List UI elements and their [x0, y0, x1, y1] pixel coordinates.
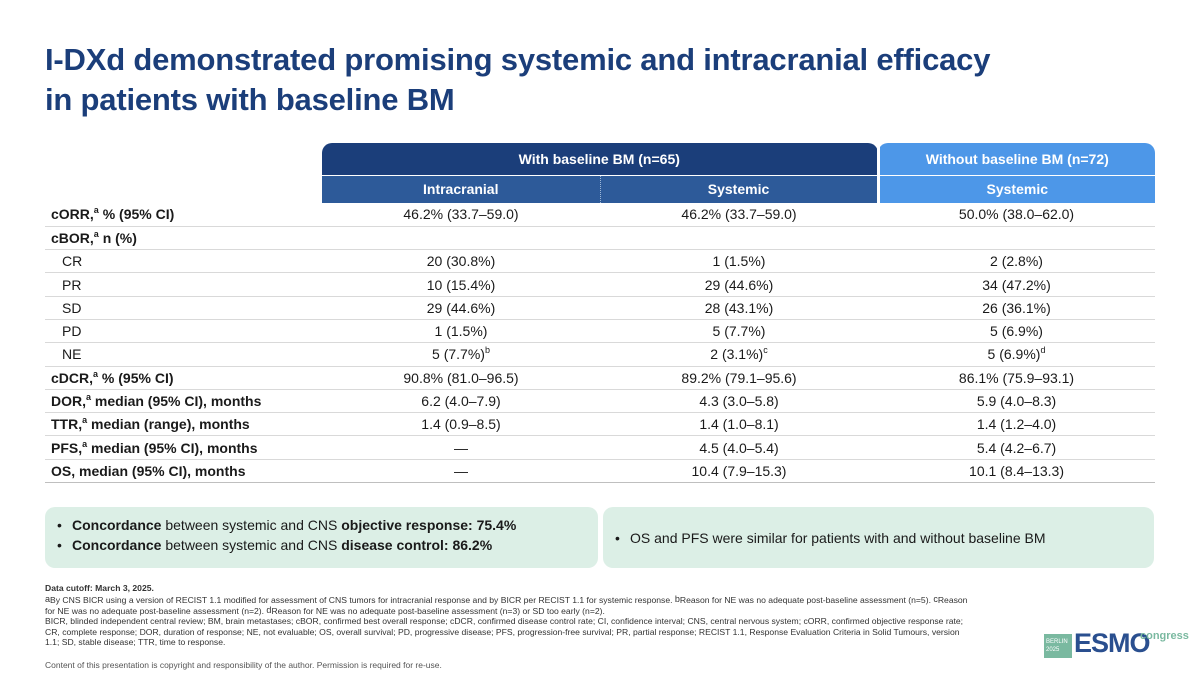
row-label: OS, median (95% CI), months [45, 459, 322, 484]
table-row: NE 5 (7.7%)b 2 (3.1%)c 5 (6.9%)d [45, 342, 1156, 367]
cell-intracranial: 1.4 (0.9–8.5) [322, 412, 600, 437]
bullet-item: • Concordance between systemic and CNS o… [57, 515, 598, 535]
title-line-2: in patients with baseline BM [45, 82, 455, 117]
cell-intracranial: — [322, 459, 600, 484]
subheader-systemic-with: Systemic [600, 174, 879, 203]
table-row: SD 29 (44.6%) 28 (43.1%) 26 (36.1%) [45, 296, 1156, 320]
cell-systemic-with: 10.4 (7.9–15.3) [600, 459, 879, 484]
cell-intracranial: — [322, 435, 600, 460]
bullet-dot: • [57, 517, 62, 533]
row-label: SD [45, 296, 322, 320]
cell-systemic-without: 10.1 (8.4–13.3) [878, 459, 1156, 484]
footnote-letters: aBy CNS BICR using a version of RECIST 1… [45, 594, 968, 616]
title-line-1: I-DXd demonstrated promising systemic an… [45, 42, 991, 77]
cell-systemic-with: 29 (44.6%) [600, 272, 879, 297]
row-label: cDCR,a % (95% CI) [45, 366, 322, 390]
cell-intracranial: 6.2 (4.0–7.9) [322, 389, 600, 414]
subheader-systemic-without: Systemic [876, 174, 1156, 203]
cell-systemic-with: 2 (3.1%)c [600, 342, 879, 367]
row-label: cORR,a % (95% CI) [45, 203, 322, 227]
slide-title: I-DXd demonstrated promising systemic an… [45, 40, 1045, 120]
copyright-notice: Content of this presentation is copyrigh… [45, 660, 442, 670]
table-row: PD 1 (1.5%) 5 (7.7%) 5 (6.9%) [45, 319, 1156, 344]
cell-intracranial: 90.8% (81.0–96.5) [322, 366, 600, 390]
bullet-text: OS and PFS were similar for patients wit… [630, 529, 1046, 546]
data-cutoff: Data cutoff: March 3, 2025. [45, 583, 154, 593]
cell-systemic-without: 1.4 (1.2–4.0) [878, 412, 1156, 437]
table-corner-sub [45, 175, 322, 203]
cell-systemic-without: 5 (6.9%) [878, 319, 1156, 344]
cell-intracranial: 46.2% (33.7–59.0) [322, 203, 600, 227]
row-label: CR [45, 249, 322, 274]
cell-systemic-without: 2 (2.8%) [878, 249, 1156, 274]
bullet-text: Concordance between systemic and CNS dis… [72, 537, 493, 553]
cell-intracranial: 10 (15.4%) [322, 272, 600, 297]
cell-intracranial [322, 226, 600, 251]
cell-intracranial: 29 (44.6%) [322, 296, 600, 320]
table-row: OS, median (95% CI), months — 10.4 (7.9–… [45, 459, 1156, 484]
cell-systemic-without: 34 (47.2%) [878, 272, 1156, 297]
cell-systemic-with: 1.4 (1.0–8.1) [600, 412, 879, 437]
cell-systemic-with: 1 (1.5%) [600, 249, 879, 274]
table-row: PR 10 (15.4%) 29 (44.6%) 34 (47.2%) [45, 272, 1156, 297]
os-pfs-box: • OS and PFS were similar for patients w… [603, 507, 1154, 568]
cell-intracranial: 1 (1.5%) [322, 319, 600, 344]
abbreviations: BICR, blinded independent central review… [45, 616, 964, 648]
cell-systemic-with: 46.2% (33.7–59.0) [600, 203, 879, 227]
cell-systemic-without: 26 (36.1%) [878, 296, 1156, 320]
table-row: cBOR,a n (%) [45, 226, 1156, 251]
logo-brand: ESMO [1074, 628, 1151, 658]
row-label: cBOR,a n (%) [45, 226, 322, 251]
cell-systemic-with: 4.5 (4.0–5.4) [600, 435, 879, 460]
cell-systemic-without: 50.0% (38.0–62.0) [878, 203, 1156, 227]
table-row: CR 20 (30.8%) 1 (1.5%) 2 (2.8%) [45, 249, 1156, 274]
row-label: PR [45, 272, 322, 297]
cell-intracranial: 5 (7.7%)b [322, 342, 600, 367]
header-with-baseline-bm: With baseline BM (n=65) [322, 143, 879, 175]
bullet-dot: • [57, 537, 62, 553]
cell-systemic-with [600, 226, 879, 251]
cell-systemic-without: 86.1% (75.9–93.1) [878, 366, 1156, 390]
esmo-congress-logo: BERLIN 2025 ESMO congress [1044, 628, 1189, 662]
concordance-box: • Concordance between systemic and CNS o… [45, 507, 598, 568]
footnotes: Data cutoff: March 3, 2025. aBy CNS BICR… [45, 583, 975, 647]
cell-intracranial: 20 (30.8%) [322, 249, 600, 274]
efficacy-table: With baseline BM (n=65) Without baseline… [45, 143, 1156, 484]
row-label: NE [45, 342, 322, 367]
table-row: cDCR,a % (95% CI) 90.8% (81.0–96.5) 89.2… [45, 366, 1156, 390]
cell-systemic-without: 5 (6.9%)d [878, 342, 1156, 367]
bullet-item: • Concordance between systemic and CNS d… [57, 535, 598, 555]
logo-suffix: congress [1140, 630, 1189, 642]
row-label: TTR,a median (range), months [45, 412, 322, 437]
table-row: TTR,a median (range), months 1.4 (0.9–8.… [45, 412, 1156, 437]
cell-systemic-without [878, 226, 1156, 251]
cell-systemic-with: 89.2% (79.1–95.6) [600, 366, 879, 390]
logo-city-badge: BERLIN 2025 [1044, 634, 1072, 658]
cell-systemic-with: 5 (7.7%) [600, 319, 879, 344]
table-row: DOR,a median (95% CI), months 6.2 (4.0–7… [45, 389, 1156, 414]
cell-systemic-with: 28 (43.1%) [600, 296, 879, 320]
table-row: PFS,a median (95% CI), months — 4.5 (4.0… [45, 435, 1156, 460]
cell-systemic-without: 5.9 (4.0–8.3) [878, 389, 1156, 414]
subheader-intracranial: Intracranial [322, 174, 601, 203]
cell-systemic-without: 5.4 (4.2–6.7) [878, 435, 1156, 460]
bullet-dot: • [615, 529, 620, 546]
row-label: DOR,a median (95% CI), months [45, 389, 322, 414]
row-label: PFS,a median (95% CI), months [45, 435, 322, 460]
table-row: cORR,a % (95% CI) 46.2% (33.7–59.0) 46.2… [45, 203, 1156, 227]
row-label: PD [45, 319, 322, 344]
header-without-baseline-bm: Without baseline BM (n=72) [876, 143, 1156, 175]
bullet-text: Concordance between systemic and CNS obj… [72, 517, 517, 533]
cell-systemic-with: 4.3 (3.0–5.8) [600, 389, 879, 414]
bullet-item: • OS and PFS were similar for patients w… [615, 528, 1046, 548]
table-corner [45, 143, 322, 175]
